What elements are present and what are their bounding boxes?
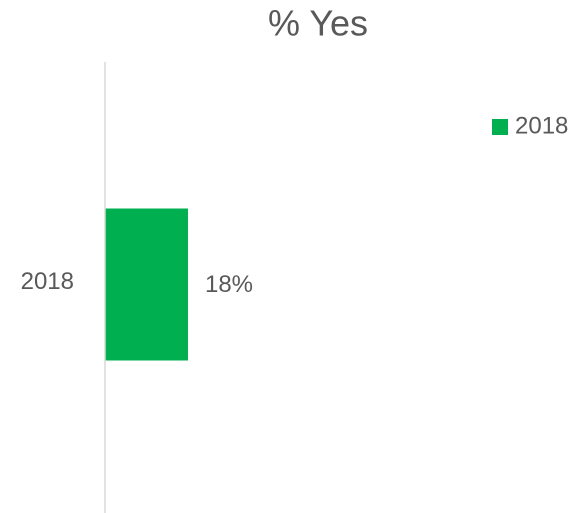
y-tick-label: 2018	[21, 268, 74, 295]
bar	[105, 208, 188, 361]
data-label: 18%	[205, 271, 253, 298]
legend-swatch	[492, 119, 508, 135]
chart-title: % Yes	[268, 3, 368, 44]
legend-label: 2018	[515, 112, 568, 139]
